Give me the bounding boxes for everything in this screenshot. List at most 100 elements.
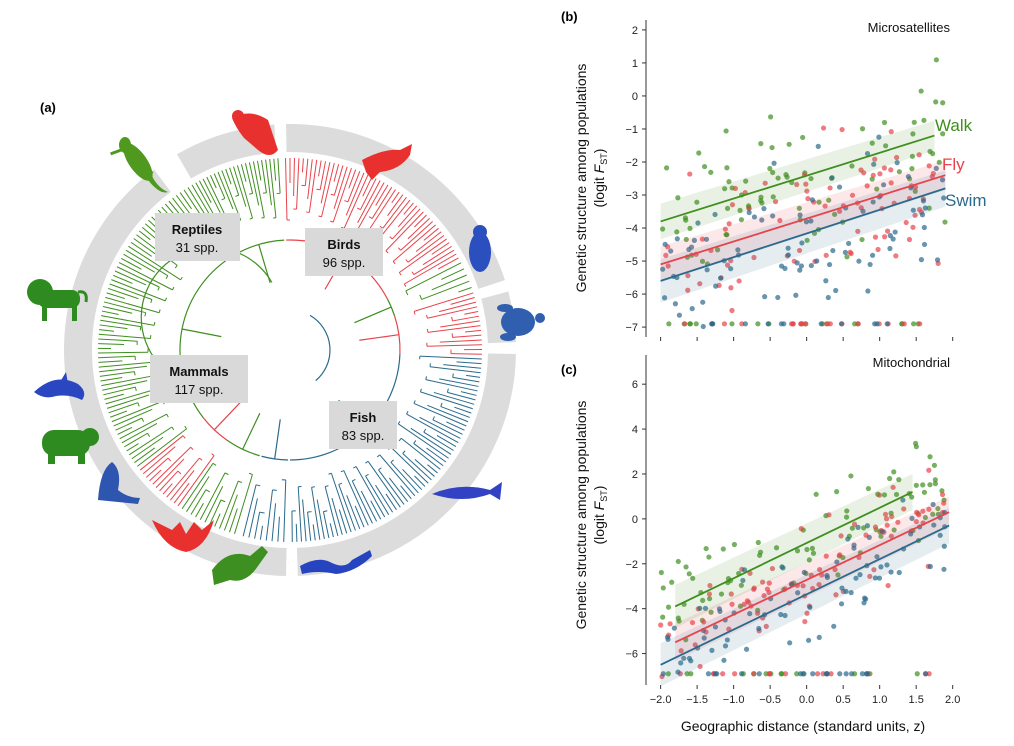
data-point (816, 581, 822, 588)
tree-stem (274, 419, 281, 460)
data-point (867, 573, 873, 579)
data-point (820, 125, 827, 131)
tree-tip-branch (116, 266, 160, 288)
data-point (878, 533, 884, 539)
tree-tip-branch (190, 489, 207, 515)
data-point (701, 163, 708, 170)
tree-tip-branch (426, 344, 482, 347)
tree-node-arc (249, 192, 253, 195)
data-point (844, 254, 850, 260)
tree-tip-branch (202, 178, 221, 213)
tree-tip-branch (295, 523, 298, 542)
tree-node-arc (261, 216, 265, 219)
data-point (796, 205, 802, 211)
data-point (908, 531, 914, 537)
tree-node-arc (440, 402, 443, 407)
data-point (846, 240, 852, 247)
tree-tip-branch (149, 469, 162, 482)
data-point (845, 536, 851, 542)
tree-tip-branch (98, 343, 125, 345)
data-point (708, 169, 714, 175)
tree-tip-branch (343, 174, 369, 229)
data-point (699, 258, 706, 264)
data-point (848, 473, 854, 479)
tree-tip-branch (98, 360, 123, 363)
tree-node-arc (330, 220, 334, 223)
data-point (913, 518, 919, 525)
data-point (702, 605, 709, 611)
data-point (808, 175, 814, 182)
data-point (838, 533, 844, 539)
data-point (931, 462, 938, 468)
data-point (802, 618, 808, 625)
tree-tip-branch (404, 253, 457, 285)
tree-tip-branch (198, 180, 212, 204)
plot-microsatellites: 2 1 0 −1 −2 −3 −4 −5 −6 −7 Microsatellites Walk Fly S… (625, 20, 987, 341)
data-point (912, 212, 918, 218)
data-point (798, 526, 804, 532)
tree-tip-branch (413, 292, 474, 312)
data-point (688, 671, 694, 677)
data-point (703, 236, 710, 242)
data-point (888, 129, 894, 135)
tree-tip-branch (259, 525, 264, 540)
dolphin-icon (34, 372, 85, 400)
tree-node-arc (259, 511, 265, 514)
data-point (660, 671, 666, 677)
data-point (803, 321, 809, 327)
clade-count-mammals: 117 spp. (175, 382, 224, 397)
tree-tip-branch (99, 324, 128, 330)
data-point (667, 621, 673, 627)
data-point (684, 671, 690, 677)
tree-node-arc (158, 309, 161, 313)
tree-tip-branch (99, 329, 115, 332)
clade-box-birds: Birds 96 spp. (305, 228, 383, 276)
fish-icon (432, 482, 502, 500)
tree-node-arc (419, 294, 423, 300)
data-point (808, 262, 814, 269)
data-point (756, 625, 762, 632)
data-point (826, 261, 833, 268)
kangaroo-icon (212, 546, 268, 585)
tree-tip-branch (413, 443, 444, 467)
data-point (881, 182, 887, 188)
data-point (759, 217, 765, 223)
data-point (697, 281, 703, 287)
tree-tip-branch (460, 391, 477, 396)
data-point (872, 575, 878, 581)
xlabel: Geographic distance (standard units, z) (681, 718, 925, 734)
tree-tip-branch (248, 498, 258, 538)
data-point (683, 217, 689, 223)
data-point (921, 224, 927, 231)
data-point (921, 241, 928, 248)
tree-tip-branch (214, 513, 221, 527)
data-point (909, 515, 915, 521)
y-tick-label: −6 (625, 289, 638, 301)
tree-node-arc (150, 299, 153, 304)
data-point (838, 321, 845, 327)
data-point (724, 637, 730, 643)
data-point (852, 321, 858, 327)
data-point (893, 491, 900, 498)
tree-tip-branch (427, 306, 478, 319)
tree-tip-branch (186, 476, 210, 512)
data-point (877, 171, 883, 177)
data-point (666, 321, 672, 327)
data-point (833, 592, 839, 598)
tree-tip-branch (271, 503, 277, 542)
data-point (810, 550, 817, 556)
data-point (683, 564, 689, 570)
data-point (693, 321, 699, 327)
data-point (921, 489, 928, 495)
data-point (737, 207, 743, 213)
data-point (832, 566, 838, 573)
data-point (911, 119, 917, 125)
tree-tip-branch (199, 472, 226, 520)
data-point (918, 257, 925, 263)
data-point (872, 156, 878, 162)
tree-tip-branch (464, 310, 479, 315)
tree-stem (354, 306, 392, 324)
data-point (759, 200, 765, 206)
data-point (941, 566, 947, 572)
tree-tip-branch (458, 287, 472, 293)
